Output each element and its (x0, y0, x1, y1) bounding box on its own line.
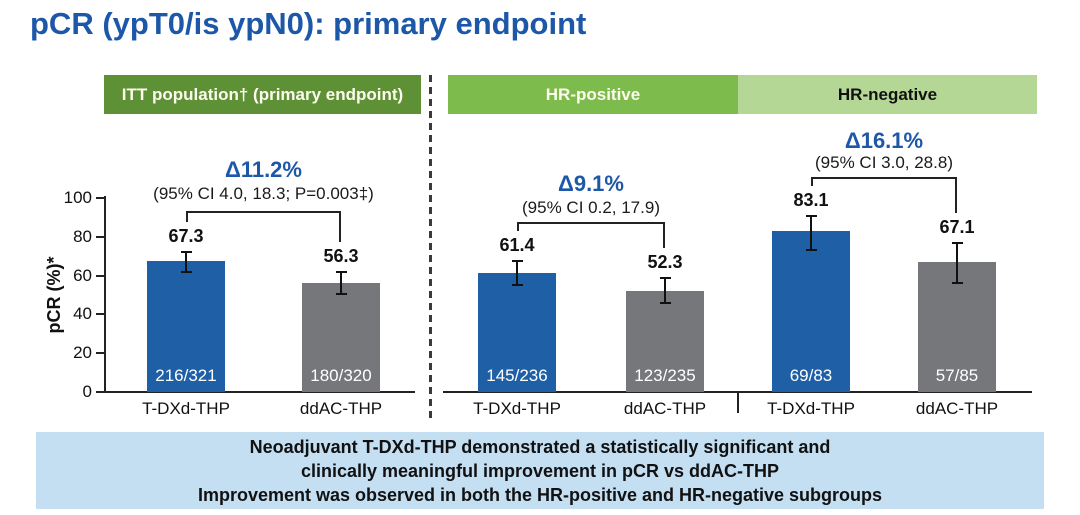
error-bar-cap-bottom (951, 281, 963, 284)
error-bar-cap-top (335, 271, 347, 274)
hr-subgroup-separator-tick (737, 392, 739, 413)
error-bar-cap-top (805, 215, 817, 218)
error-bar (956, 243, 958, 283)
y-tick-label: 60 (73, 265, 92, 285)
banner-line-3: Improvement was observed in both the HR-… (197, 484, 883, 505)
error-bar-cap-bottom (659, 302, 671, 305)
bar-value-label: 67.3 (168, 225, 204, 246)
y-tick-label: 100 (63, 188, 92, 207)
x-axis-category-label: T-DXd-THP (142, 399, 230, 418)
dashed-divider (429, 75, 432, 423)
delta-label: Δ16.1% (844, 128, 924, 153)
banner-line-1: Neoadjuvant T-DXd-THP demonstrated a sta… (249, 436, 831, 457)
x-axis-category-label: ddAC-THP (623, 399, 707, 418)
header-hr-positive: HR-positive (448, 75, 738, 114)
comparison-bracket-left (811, 177, 813, 187)
delta-label: Δ11.2% (225, 157, 302, 182)
error-bar-cap-top (951, 242, 963, 245)
comparison-bracket-right (663, 222, 665, 248)
error-bar (664, 277, 666, 304)
error-bar (810, 216, 812, 250)
y-tick (96, 235, 104, 238)
comparison-bracket-left (186, 211, 188, 222)
x-axis-line-itt (104, 391, 415, 393)
ci-label: (95% CI 4.0, 18.3; P=0.003‡) (153, 184, 374, 203)
comparison-bracket-left (517, 222, 519, 231)
x-axis-category-label: ddAC-THP (299, 399, 383, 418)
comparison-bracket (186, 211, 341, 213)
y-tick-label: 20 (73, 343, 92, 363)
y-tick-label: 40 (73, 304, 92, 324)
bar-t-dxd-thp (772, 230, 850, 392)
comparison-bracket (517, 222, 665, 224)
bar-fraction-label: 216/321 (155, 366, 217, 385)
bar-ddac-thp (626, 290, 704, 392)
y-tick-label: 80 (73, 226, 92, 246)
page-title: pCR (ypT0/is ypN0): primary endpoint (30, 6, 587, 41)
bar-fraction-label: 180/320 (310, 366, 372, 385)
error-bar-cap-bottom (511, 284, 523, 287)
bar-t-dxd-thp (478, 272, 556, 392)
error-bar-cap-bottom (805, 248, 817, 251)
bar-fraction-label: 69/83 (789, 366, 833, 385)
bar-value-label: 83.1 (793, 190, 829, 211)
bar-fraction-label: 123/235 (634, 366, 696, 385)
bar-fraction-label: 57/85 (935, 366, 979, 385)
ci-label: (95% CI 3.0, 28.8) (815, 153, 953, 172)
ci-label: (95% CI 0.2, 17.9) (522, 198, 660, 217)
delta-label: Δ9.1% (558, 171, 624, 196)
header-hr-negative: HR-negative (738, 75, 1037, 114)
y-axis-title: pCR (%)* (44, 256, 64, 334)
comparison-bracket-right (955, 177, 957, 214)
bar-ddac-thp (302, 282, 380, 392)
y-tick (96, 197, 104, 199)
banner-line-2: clinically meaningful improvement in pCR… (300, 460, 780, 481)
bar-fraction-label: 145/236 (486, 366, 548, 385)
bar-t-dxd-thp (147, 261, 225, 392)
comparison-bracket (811, 177, 957, 179)
error-bar-cap-top (180, 250, 192, 253)
error-bar-cap-top (659, 276, 671, 279)
y-tick-label: 0 (82, 382, 92, 401)
y-tick (96, 391, 104, 393)
bar-value-label: 67.1 (939, 217, 975, 238)
x-axis-category-label: ddAC-THP (915, 399, 999, 418)
error-bar (185, 251, 187, 272)
bar-value-label: 56.3 (323, 246, 359, 267)
bar-value-label: 52.3 (647, 251, 683, 272)
y-tick (96, 313, 104, 316)
error-bar-cap-bottom (180, 270, 192, 273)
bar-value-label: 61.4 (499, 234, 535, 255)
error-bar-cap-top (511, 259, 523, 262)
error-bar (516, 260, 518, 286)
error-bar (340, 272, 342, 294)
header-itt-population: ITT population† (primary endpoint) (104, 75, 421, 114)
comparison-bracket-right (339, 211, 341, 243)
error-bar-cap-bottom (335, 292, 347, 295)
x-axis-category-label: T-DXd-THP (767, 399, 855, 418)
y-tick (96, 352, 104, 355)
x-axis-category-label: T-DXd-THP (473, 399, 561, 418)
y-tick (96, 274, 104, 277)
conclusion-banner: Neoadjuvant T-DXd-THP demonstrated a sta… (36, 432, 1044, 509)
y-axis-line (104, 196, 106, 393)
